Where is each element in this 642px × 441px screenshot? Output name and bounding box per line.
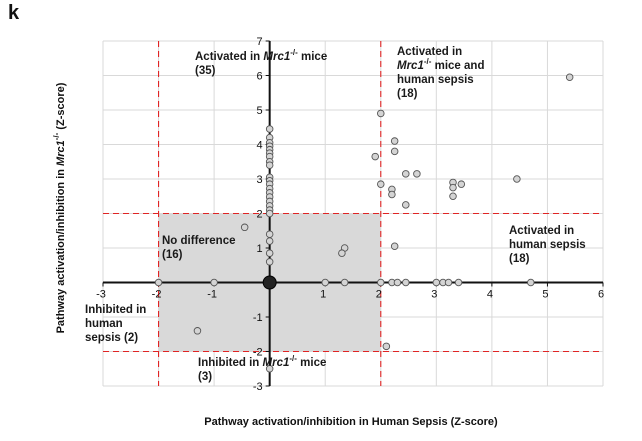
y-tick-label: 3 [257,174,263,186]
y-axis-title: Pathway activation/inhibition in Mrc1-/-… [52,82,67,333]
annotation-line: (18) [509,253,530,265]
x-tick-label: 2 [376,289,382,301]
axes-layer: -3 -2 -1 1 2 3 4 5 6 -3 -2 -1 1 2 3 4 5 6 7 [96,36,604,393]
data-point [340,278,349,287]
y-tick-label: 2 [257,209,263,221]
data-point [457,180,466,188]
annotation-act-human: Activated in human sepsis (18) [509,225,586,265]
x-tick-label: 1 [320,289,326,301]
data-point [377,278,385,287]
y-tick-label: -2 [253,347,263,359]
data-point [402,278,410,287]
data-point [402,201,410,209]
annotation-line: No difference [162,235,236,247]
x-tick-label: -1 [207,289,217,301]
data-point [432,278,441,287]
annotation-line: (3) [198,371,212,383]
data-point [390,147,399,156]
annotation-line: human [85,318,123,330]
data-point [565,73,574,81]
annotation-inh-human: Inhibited in human sepsis (2) [85,304,146,344]
data-point [390,137,399,145]
annotation-no-diff: No difference (16) [162,235,236,261]
data-point [382,342,391,351]
data-point [265,161,274,169]
data-point [265,258,274,266]
annotation-act-mrc1: Activated in Mrc1-/- mice (35) [195,48,327,77]
y-tick-label: 7 [257,36,263,48]
data-point [265,249,274,257]
data-point [265,365,274,373]
data-point [527,278,535,287]
data-point [240,223,249,232]
threshold-layer [103,41,603,386]
origin-point [262,275,277,290]
y-tick-label: 4 [257,140,263,152]
data-point [210,278,218,287]
annotation-line: human sepsis [397,74,474,86]
points-layer [154,73,574,373]
x-tick-label: -3 [96,289,106,301]
annotation-line: Activated in [509,225,574,237]
data-point [377,180,385,188]
data-point [388,190,396,199]
annotation-layer: Activated in Mrc1-/- mice(35)Activated i… [85,46,586,383]
x-tick-label: 5 [542,289,548,301]
annotation-line: Activated in [397,46,462,58]
data-point [449,183,457,192]
x-tick-label: 3 [431,289,437,301]
y-tick-label: 1 [257,243,263,255]
x-tick-label: 4 [487,289,493,301]
annotation-line: Inhibited in [85,304,146,316]
data-point [154,278,163,287]
data-point [321,278,329,287]
annotation-line: Mrc1-/- mice and [397,57,484,72]
axis-titles-layer: Pathway activation/inhibition in Human S… [52,82,498,428]
data-point [371,152,379,161]
data-point [449,192,457,200]
data-point [265,237,274,245]
data-point [402,170,410,178]
annotation-line: sepsis (2) [85,332,138,344]
data-point [193,327,202,335]
annotation-inh-mrc1: Inhibited in Mrc1-/- mice (3) [198,354,326,383]
annotation-line: Inhibited in Mrc1-/- mice [198,354,326,369]
data-point [393,278,402,287]
panel-letter: k [8,2,20,24]
annotation-line: (16) [162,249,183,261]
annotation-line: (18) [397,88,418,100]
y-tick-label: 6 [257,71,263,83]
data-point [454,278,463,287]
data-point [265,230,274,238]
annotation-line: human sepsis [509,239,586,251]
data-point [444,278,453,287]
data-point [338,249,346,257]
y-tick-label: -3 [253,381,263,393]
y-tick-label: -1 [253,312,263,324]
x-tick-label: -2 [152,289,162,301]
data-point [377,109,385,118]
data-point [513,175,521,183]
data-point [413,170,421,178]
x-axis-title: Pathway activation/inhibition in Human S… [204,416,498,428]
data-point [265,125,274,133]
y-tick-label: 5 [257,105,263,117]
annotation-line: Activated in Mrc1-/- mice [195,48,327,63]
data-point [390,242,399,251]
annotation-line: (35) [195,65,216,77]
x-tick-label: 6 [598,289,604,301]
data-point [265,209,274,218]
